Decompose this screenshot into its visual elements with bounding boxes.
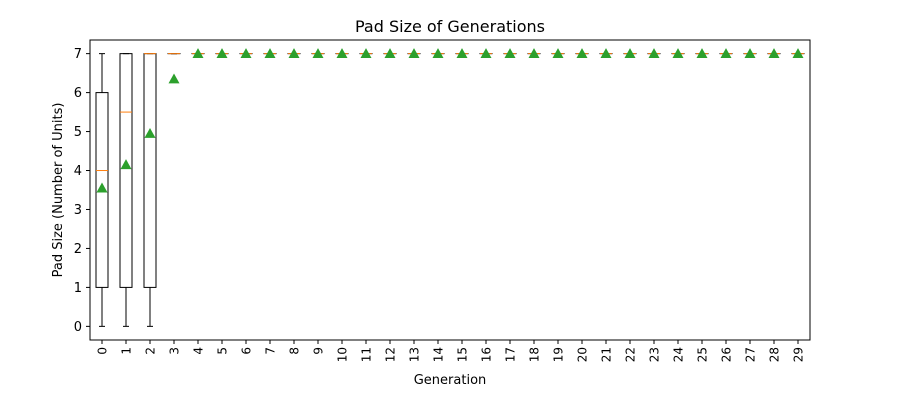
x-tick-label: 29 (792, 347, 806, 362)
x-tick-label: 6 (240, 347, 254, 355)
x-tick-label: 2 (144, 347, 158, 355)
x-tick-label: 26 (720, 347, 734, 362)
x-tick-label: 15 (456, 347, 470, 362)
x-tick-label: 1 (120, 347, 134, 355)
y-tick-label: 4 (74, 164, 82, 179)
x-tick-label: 23 (648, 347, 662, 362)
y-tick-label: 5 (74, 125, 82, 140)
x-tick-label: 7 (264, 347, 278, 355)
x-axis-label: Generation (414, 373, 487, 388)
y-tick-label: 1 (74, 281, 82, 296)
y-tick-label: 7 (74, 47, 82, 62)
x-tick-label: 10 (336, 347, 350, 362)
x-tick-label: 17 (504, 347, 518, 362)
x-tick-label: 5 (216, 347, 230, 355)
x-tick-label: 3 (168, 347, 182, 355)
x-tick-label: 28 (768, 347, 782, 362)
x-tick-label: 20 (576, 347, 590, 362)
y-tick-label: 2 (74, 242, 82, 257)
x-tick-label: 12 (384, 347, 398, 362)
y-tick-label: 3 (74, 203, 82, 218)
x-tick-label: 16 (480, 347, 494, 362)
x-tick-label: 19 (552, 347, 566, 362)
chart-title: Pad Size of Generations (355, 17, 545, 36)
x-tick-label: 0 (96, 347, 110, 355)
x-tick-label: 4 (192, 347, 206, 355)
x-tick-label: 8 (288, 347, 302, 355)
x-tick-label: 11 (360, 347, 374, 362)
x-tick-label: 13 (408, 347, 422, 362)
y-tick-label: 0 (74, 320, 82, 335)
x-tick-label: 27 (744, 347, 758, 362)
x-tick-label: 24 (672, 347, 686, 362)
y-tick-label: 6 (74, 86, 82, 101)
x-tick-label: 14 (432, 347, 446, 362)
x-tick-label: 18 (528, 347, 542, 362)
x-tick-label: 25 (696, 347, 710, 362)
y-axis-label: Pad Size (Number of Units) (51, 103, 66, 278)
x-tick-label: 22 (624, 347, 638, 362)
x-tick-label: 9 (312, 347, 326, 355)
x-tick-label: 21 (600, 347, 614, 362)
